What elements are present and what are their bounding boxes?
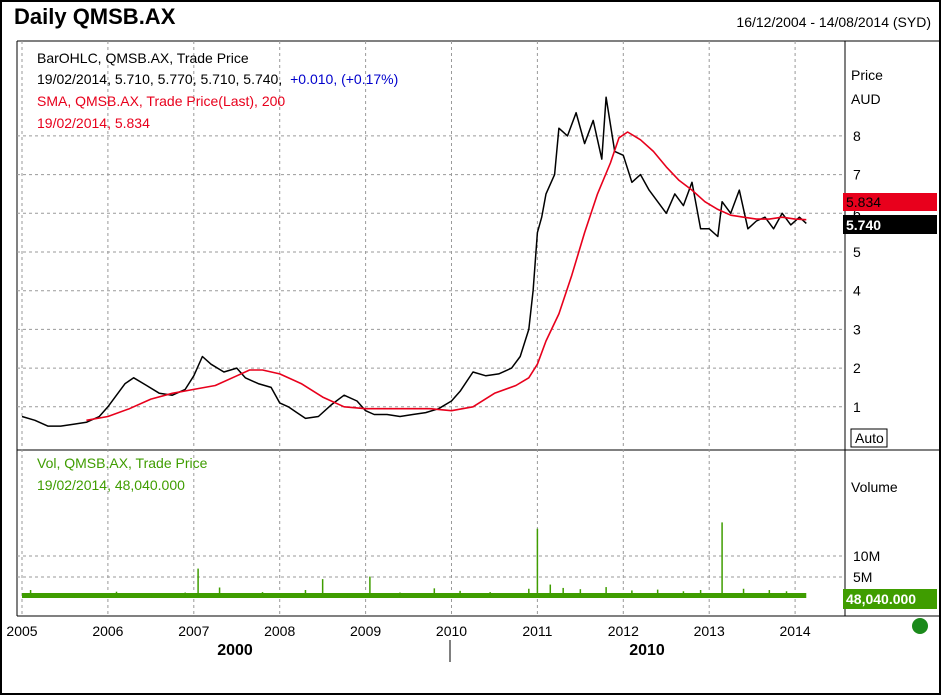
price-tick-label: 8 bbox=[853, 128, 861, 144]
vol-legend-name: Vol, QMSB.AX, Trade Price bbox=[37, 455, 208, 471]
decade-label-2000: 2000 bbox=[217, 642, 253, 659]
chart-title: Daily QMSB.AX bbox=[14, 4, 176, 29]
last-price-badge-text: 5.740 bbox=[846, 217, 881, 233]
year-tick-label: 2014 bbox=[780, 623, 811, 639]
year-tick-label: 2013 bbox=[694, 623, 725, 639]
sma-line bbox=[86, 131, 807, 422]
ohlc-legend-name: BarOHLC, QMSB.AX, Trade Price bbox=[37, 50, 249, 66]
year-tick-labels: 2005 2006 2007 2008 2009 2010 2011 2012 2013 2014 bbox=[6, 623, 810, 639]
price-tick-labels: 1 2 3 4 5 6 7 8 bbox=[853, 128, 861, 415]
auto-scale-button[interactable] bbox=[850, 428, 888, 448]
volume-bars bbox=[22, 522, 807, 598]
ohlc-legend-values-line: 19/02/2014, 5.710, 5.770, 5.710, 5.740, … bbox=[37, 71, 398, 87]
price-line bbox=[21, 96, 807, 427]
price-tick-label: 1 bbox=[853, 399, 861, 415]
ohlc-legend-change: +0.010, (+0.17%) bbox=[290, 71, 398, 87]
volume-value-badge-text: 48,040.000 bbox=[846, 591, 916, 607]
status-indicator-icon bbox=[912, 618, 928, 634]
auto-scale-button-label[interactable]: Auto bbox=[855, 430, 884, 446]
price-series bbox=[21, 96, 807, 427]
sma-value-badge bbox=[843, 193, 937, 211]
sma-legend-name: SMA, QMSB.AX, Trade Price(Last), 200 bbox=[37, 93, 285, 109]
year-tick-label: 2010 bbox=[436, 623, 467, 639]
last-price-badge bbox=[843, 215, 937, 234]
year-tick-label: 2007 bbox=[178, 623, 209, 639]
price-axis-unit: AUD bbox=[851, 91, 881, 107]
price-axis-title: Price bbox=[851, 67, 883, 83]
price-tick-label: 5 bbox=[853, 244, 861, 260]
ohlc-legend-values: 19/02/2014, 5.710, 5.770, 5.710, 5.740, bbox=[37, 71, 282, 87]
volume-baseline-strip bbox=[22, 593, 807, 598]
volume-value-badge bbox=[843, 589, 937, 609]
price-tick-label: 3 bbox=[853, 321, 861, 337]
sma-legend-values: 19/02/2014, 5.834 bbox=[37, 115, 150, 131]
date-range: 16/12/2004 - 14/08/2014 (SYD) bbox=[736, 14, 931, 30]
year-tick-label: 2012 bbox=[608, 623, 639, 639]
price-tick-label: 2 bbox=[853, 360, 861, 376]
sma-value-badge-text: 5.834 bbox=[846, 194, 881, 210]
sma-series bbox=[86, 131, 807, 422]
price-tick-label: 4 bbox=[853, 283, 861, 299]
year-tick-label: 2005 bbox=[6, 623, 37, 639]
year-tick-label: 2006 bbox=[92, 623, 123, 639]
price-tick-label: 6 bbox=[853, 205, 861, 221]
decade-label-2010: 2010 bbox=[629, 642, 665, 659]
year-tick-label: 2009 bbox=[350, 623, 381, 639]
year-tick-label: 2008 bbox=[264, 623, 295, 639]
gridlines bbox=[17, 41, 845, 616]
price-tick-label: 7 bbox=[853, 167, 861, 183]
vol-legend-values: 19/02/2014, 48,040.000 bbox=[37, 477, 185, 493]
volume-axis-title: Volume bbox=[851, 479, 898, 495]
volume-tick-label: 5M bbox=[853, 569, 872, 585]
volume-tick-label: 10M bbox=[853, 548, 880, 564]
year-tick-label: 2011 bbox=[522, 623, 552, 639]
